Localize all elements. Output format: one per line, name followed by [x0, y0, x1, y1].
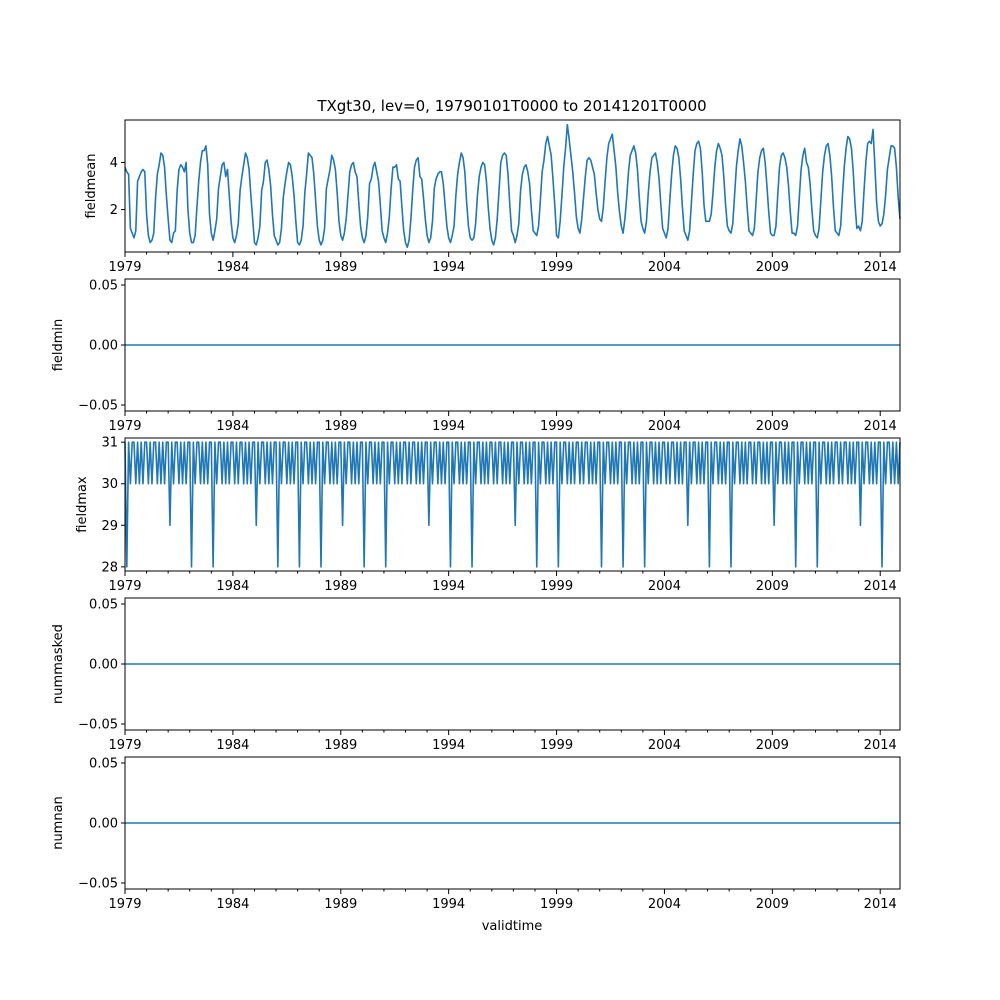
y-axis-label: fieldmean: [84, 154, 99, 219]
y-tick-label: −0.05: [78, 718, 118, 733]
y-tick-label: 2: [110, 203, 118, 218]
y-tick-label: 29: [101, 519, 118, 534]
y-tick-label: 0.00: [89, 339, 118, 354]
panel-nummasked: −0.05 0.00 0.05 1979 1984 1989 1994 1999 2004 200…: [51, 597, 901, 753]
x-tick-label: 1999: [540, 260, 573, 275]
x-tick-label: 1979: [108, 419, 141, 434]
panel-numnan: −0.05 0.00 0.05 1979 1984 1989 1994 1999 2004 200…: [51, 756, 901, 912]
x-tick-label: 2009: [756, 579, 789, 594]
x-tick-label: 1984: [216, 260, 249, 275]
x-tick-label: 2014: [864, 579, 897, 594]
y-tick-label: −0.05: [78, 399, 118, 414]
x-tick-label: 2004: [648, 579, 681, 594]
x-tick-label: 1989: [324, 738, 357, 753]
y-tick-label: 0.05: [89, 757, 118, 772]
x-tick-label: 1999: [540, 738, 573, 753]
figure-title: TXgt30, lev=0, 19790101T0000 to 20141201…: [316, 97, 706, 115]
x-axis-label: validtime: [482, 919, 543, 934]
x-tick-label: 1984: [216, 897, 249, 912]
y-axis-label: nummasked: [51, 624, 66, 704]
x-tick-label: 2004: [648, 260, 681, 275]
x-tick-label: 2004: [648, 897, 681, 912]
x-tick-label: 1989: [324, 260, 357, 275]
series-line-fieldmean: [124, 123, 901, 249]
y-tick-label: 0.00: [89, 658, 118, 673]
y-tick-label: 0.00: [89, 817, 118, 832]
series-line-fieldmax: [124, 441, 901, 568]
y-tick-label: 0.05: [89, 279, 118, 294]
y-tick-label: 30: [101, 477, 118, 492]
panel-fieldmax: 28 29 30 31 1979 1984 1989 1994 1999 2004 2009 2014…: [75, 436, 901, 594]
x-tick-label: 1989: [324, 579, 357, 594]
y-tick-label: 28: [101, 560, 118, 575]
x-tick-label: 1979: [108, 579, 141, 594]
x-tick-label: 1999: [540, 419, 573, 434]
x-tick-label: 2009: [756, 260, 789, 275]
x-tick-label: 1979: [108, 260, 141, 275]
x-tick-label: 1994: [432, 897, 465, 912]
axes-frame: [124, 119, 901, 253]
panel-fieldmean: 2 4 1979 1984 1989 1994 1999 2004 2009 2014 fieldm…: [84, 119, 901, 275]
y-tick-label: 4: [110, 156, 118, 171]
x-tick-label: 2014: [864, 738, 897, 753]
axes-frame: [124, 437, 901, 572]
x-tick-label: 1989: [324, 419, 357, 434]
x-tick-label: 2014: [864, 260, 897, 275]
x-tick-label: 1984: [216, 419, 249, 434]
x-tick-label: 1994: [432, 419, 465, 434]
x-tick-label: 1979: [108, 738, 141, 753]
x-tick-label: 2004: [648, 419, 681, 434]
x-tick-label: 2004: [648, 738, 681, 753]
y-tick-label: −0.05: [78, 877, 118, 892]
x-tick-label: 1979: [108, 897, 141, 912]
x-tick-label: 1994: [432, 579, 465, 594]
y-axis-label: numnan: [51, 796, 66, 850]
x-tick-label: 2009: [756, 419, 789, 434]
panels: 2 4 1979 1984 1989 1994 1999 2004 2009 2014 fieldm…: [51, 119, 901, 912]
x-tick-label: 1994: [432, 260, 465, 275]
x-tick-label: 2009: [756, 897, 789, 912]
x-tick-label: 1984: [216, 579, 249, 594]
y-tick-label: 0.05: [89, 598, 118, 613]
x-tick-label: 1999: [540, 579, 573, 594]
x-tick-label: 2009: [756, 738, 789, 753]
x-tick-label: 2014: [864, 897, 897, 912]
x-tick-label: 1994: [432, 738, 465, 753]
y-axis-label: fieldmax: [75, 476, 90, 533]
x-tick-label: 2014: [864, 419, 897, 434]
y-axis-label: fieldmin: [51, 319, 66, 372]
x-tick-label: 1999: [540, 897, 573, 912]
x-tick-label: 1984: [216, 738, 249, 753]
panel-fieldmin: −0.05 0.00 0.05 1979 1984 1989 1994 1999 2004 200…: [51, 278, 901, 434]
x-tick-label: 1989: [324, 897, 357, 912]
y-tick-label: 31: [101, 436, 118, 451]
